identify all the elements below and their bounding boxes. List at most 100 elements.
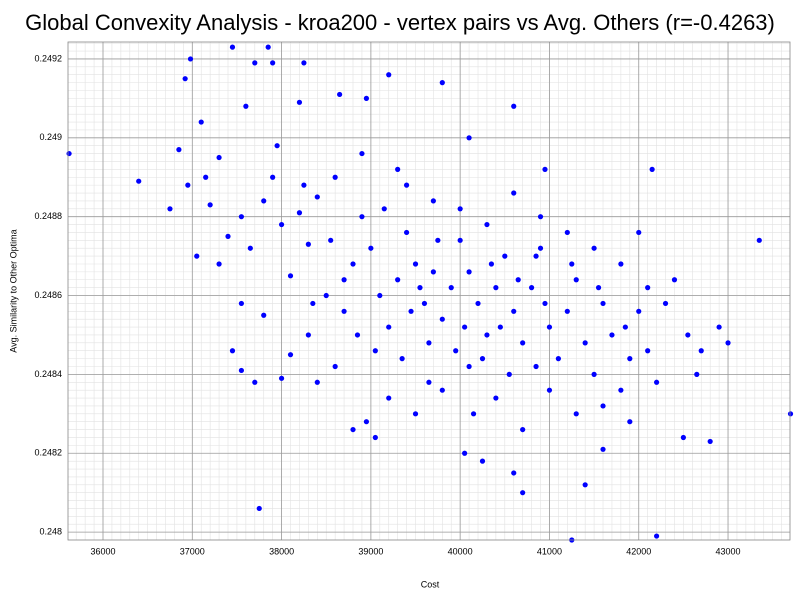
point <box>479 458 486 464</box>
point <box>520 340 526 346</box>
point <box>466 363 472 370</box>
point <box>582 340 588 346</box>
point <box>332 174 338 180</box>
point <box>439 80 445 86</box>
point <box>466 269 472 275</box>
point <box>314 194 320 200</box>
point <box>194 253 200 259</box>
y-tick-label: 0.2488 <box>34 211 62 221</box>
point <box>350 426 356 433</box>
point <box>278 221 285 228</box>
x-tick-label: 43000 <box>716 546 741 556</box>
point <box>176 147 182 153</box>
point <box>479 356 486 362</box>
x-axis-label: Cost <box>421 579 440 589</box>
point <box>381 206 387 212</box>
point <box>216 261 222 267</box>
point <box>395 277 401 283</box>
point <box>395 166 401 172</box>
point <box>564 308 570 314</box>
point <box>645 285 651 291</box>
point <box>537 245 544 251</box>
point <box>466 135 472 141</box>
point <box>506 371 512 377</box>
major-grid <box>68 42 790 540</box>
point <box>591 371 597 377</box>
point <box>546 387 553 393</box>
y-tick-label: 0.249 <box>39 132 62 142</box>
point <box>636 229 642 236</box>
point <box>654 379 660 385</box>
point <box>372 434 378 441</box>
point <box>453 348 459 354</box>
point <box>520 490 526 496</box>
point <box>185 182 191 188</box>
point <box>622 324 628 330</box>
point <box>359 214 365 220</box>
point <box>403 182 410 188</box>
y-axis-label: Avg. Similarity to Other Optima <box>8 229 18 352</box>
point <box>261 198 267 204</box>
point <box>372 348 378 354</box>
point <box>546 324 553 330</box>
point <box>270 60 276 66</box>
point <box>323 292 329 299</box>
point <box>591 245 597 251</box>
point <box>430 269 436 275</box>
point <box>252 60 258 66</box>
point <box>341 308 347 314</box>
x-tick-label: 41000 <box>537 546 562 556</box>
point <box>136 178 142 184</box>
point <box>256 505 262 512</box>
point <box>439 387 445 393</box>
minor-grid <box>68 42 790 541</box>
point <box>462 324 468 330</box>
point <box>305 241 311 247</box>
point <box>430 198 436 204</box>
point <box>412 411 419 417</box>
y-tick-label: 0.2482 <box>34 448 62 458</box>
point <box>484 332 490 338</box>
x-tick-label: 37000 <box>180 546 205 556</box>
point <box>229 348 236 354</box>
point <box>636 308 642 314</box>
point <box>475 300 481 307</box>
point <box>314 379 320 385</box>
x-tick-label: 36000 <box>90 546 115 556</box>
point <box>707 438 713 445</box>
point <box>238 367 245 374</box>
chart-title: Global Convexity Analysis - kroa200 - ve… <box>25 10 775 35</box>
point <box>377 292 383 299</box>
point <box>412 261 419 267</box>
point <box>537 214 544 220</box>
point <box>252 379 258 385</box>
point <box>457 237 463 243</box>
point <box>354 332 361 338</box>
point <box>238 300 245 307</box>
plot-frame <box>67 41 791 541</box>
point <box>533 363 539 370</box>
point <box>301 60 307 66</box>
point <box>363 95 370 101</box>
point <box>600 300 606 307</box>
point <box>399 356 405 362</box>
point <box>359 150 365 157</box>
point <box>435 237 441 243</box>
point <box>569 261 575 267</box>
point <box>671 277 678 283</box>
point <box>528 285 535 291</box>
point <box>225 233 231 239</box>
point <box>301 182 307 188</box>
x-tick-label: 40000 <box>448 546 473 556</box>
point <box>270 174 276 180</box>
point <box>265 44 271 50</box>
point <box>787 411 794 417</box>
point <box>341 277 347 283</box>
point <box>533 253 539 259</box>
point <box>488 261 495 267</box>
point <box>645 348 651 354</box>
point <box>167 206 173 212</box>
y-tick-label: 0.2492 <box>34 53 62 63</box>
point <box>296 210 303 216</box>
